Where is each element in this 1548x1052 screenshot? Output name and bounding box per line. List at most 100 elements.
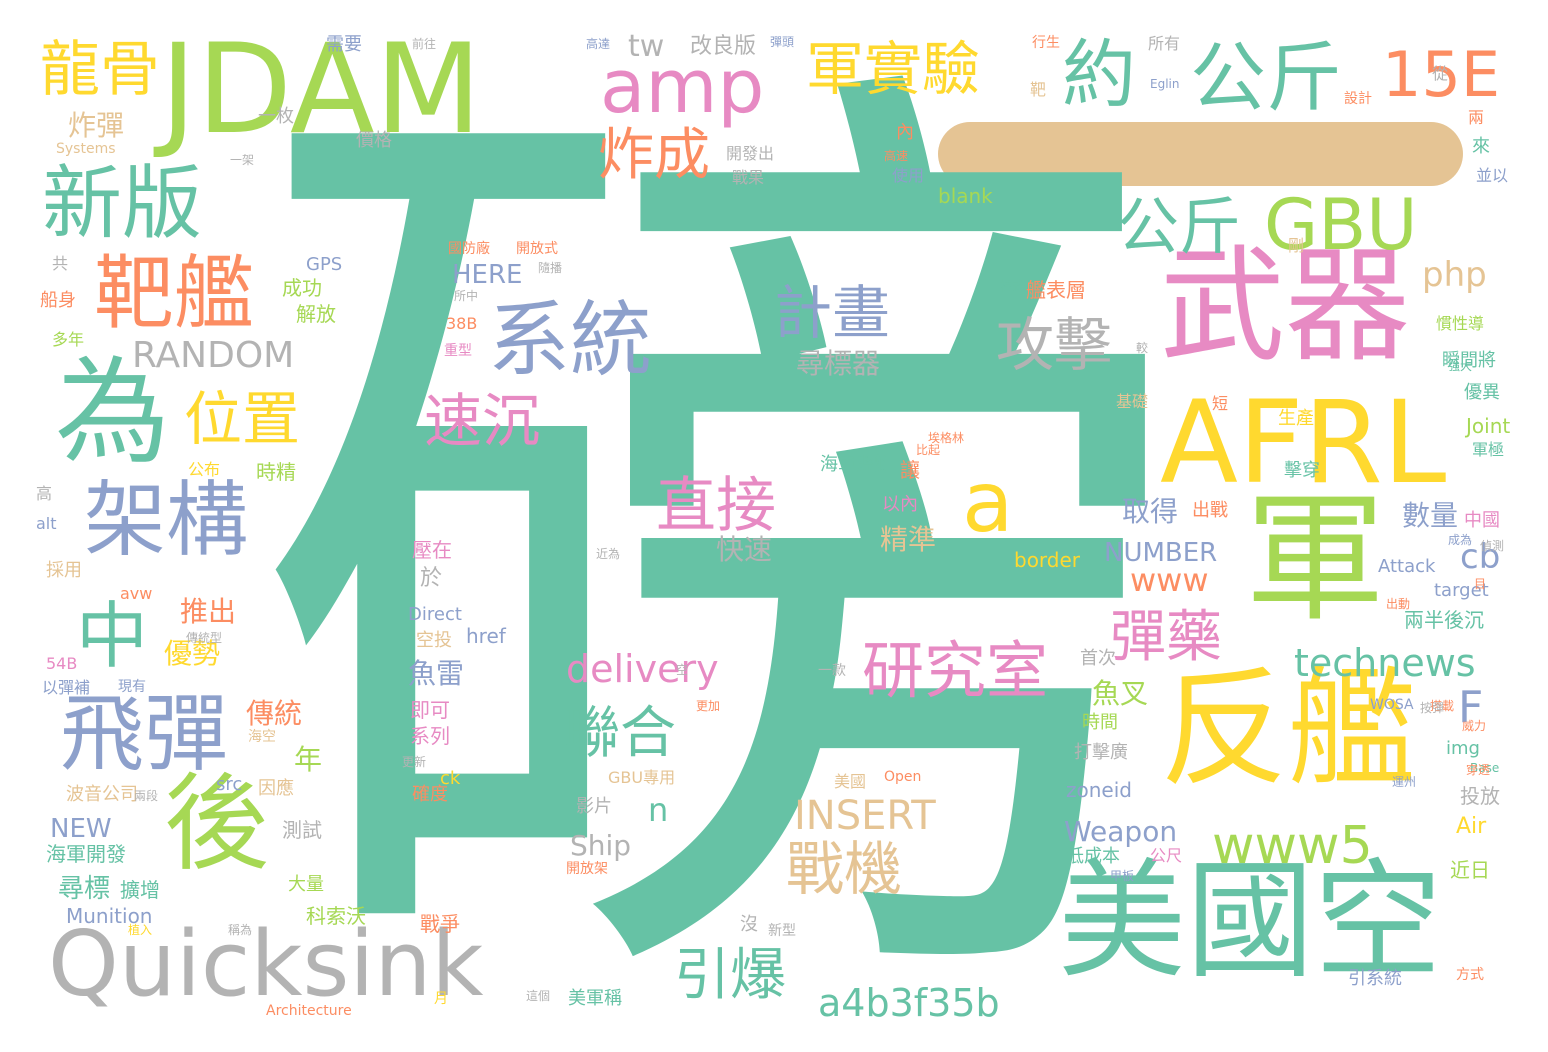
word: 基礎 [1116,392,1149,411]
word: 模式 [1000,279,1025,293]
word: 戰果 [732,168,765,187]
word: border [1014,548,1081,572]
word: 更新 [402,755,427,769]
word: 重型 [444,343,472,359]
word: zoneid [1066,778,1132,802]
word: 需要 [326,34,362,55]
word: 高速 [884,149,909,163]
word: 軍實驗 [806,35,981,103]
word: 新版 [42,157,202,250]
word: 波音公司 [66,784,138,805]
word: 搭載 [1430,699,1455,713]
word: 尋標 [58,874,111,904]
word: 兩半後沉 [1404,608,1484,632]
word: 並以 [1476,166,1509,185]
word: 近為 [596,547,621,561]
word: 出動 [1386,597,1411,611]
word: 改良版 [690,34,757,59]
word: 投放 [1460,784,1500,808]
word: 兩 [1468,108,1485,127]
word: 船身 [40,290,76,311]
word: 開放式 [516,241,558,257]
word: 這個 [526,989,551,1003]
word: 聯合 [564,701,676,766]
word: Direct [408,604,462,625]
word: avw [120,584,153,603]
word: 使用 [892,166,925,185]
word: 中 [76,594,149,678]
word: 低成本 [1066,846,1120,867]
word: 成功 [282,276,322,300]
word: ck [440,768,461,789]
word: NUMBER [1104,538,1218,568]
word: 埃格林 [928,431,965,445]
word: 精準 [880,523,937,556]
word: Attack [1378,556,1436,577]
word: 壓在 [412,538,452,562]
word: 年 [294,743,323,776]
word: 較 [1136,341,1149,355]
word: 公布 [188,460,221,479]
word: 美國 [834,772,867,791]
word: 快速 [716,533,773,566]
word: href [466,624,506,648]
word: 公斤 [1190,33,1342,122]
word: 艦表層 [1026,278,1086,302]
word: 時精 [256,460,296,484]
word: 剛 [1288,236,1305,255]
word: www [1130,561,1209,599]
word: 兩段 [134,789,159,803]
word: 大量 [288,874,324,895]
word: 中國 [1464,510,1500,531]
word: 慣性導 [1436,314,1485,333]
word: 確度 [412,784,448,805]
word: a [962,453,1014,551]
word: 時間 [1082,712,1118,733]
word: 隨播 [538,261,563,275]
word: 炸彈 [68,109,125,142]
word: 尋標器 [796,347,881,380]
word: 54B [46,654,78,673]
word: 直接 [656,471,776,541]
word: 於 [420,566,443,591]
word: 近日 [1450,858,1490,882]
word: 引爆 [674,943,786,1008]
word: 魚雷 [408,657,465,690]
word: 彈藥 [1110,605,1222,670]
word: 設計 [1344,91,1372,107]
word: 軍 [1245,478,1386,641]
word: JDAM [160,18,482,162]
word: 後 [164,763,270,885]
word: n [648,791,669,829]
word: 讓 [900,458,920,482]
word: delivery [566,647,719,691]
word: 成為 [1448,533,1473,547]
word: 擊穿 [1284,460,1320,481]
word: target [1434,580,1489,601]
word: 架構 [84,473,249,568]
word: 所中 [454,289,479,303]
word: 彈頭 [770,35,795,49]
word: Joint [1466,414,1511,438]
word: img [1446,738,1480,759]
word: 研究室 [862,634,1049,707]
word: Systems [56,141,116,157]
word: 採用 [46,560,82,581]
word: 一款 [818,663,846,679]
word: Quicksink [48,912,484,1017]
word: 靶艦 [94,247,254,340]
word: INSERT [794,793,936,839]
word: 偵測 [1480,539,1505,553]
word: 軍極 [1472,440,1505,459]
word: 武器 [1160,234,1410,379]
word: 植入 [128,923,153,937]
word: 短 [1212,394,1229,413]
word: 推出 [180,595,237,628]
word: 炸成 [598,123,710,188]
word: Munition [66,904,153,928]
word: 一枚 [258,106,294,127]
word: 擴增 [120,878,160,902]
word: a4b3f35b [818,981,1000,1025]
word: 系統 [488,293,653,388]
word: 38B [446,314,478,333]
